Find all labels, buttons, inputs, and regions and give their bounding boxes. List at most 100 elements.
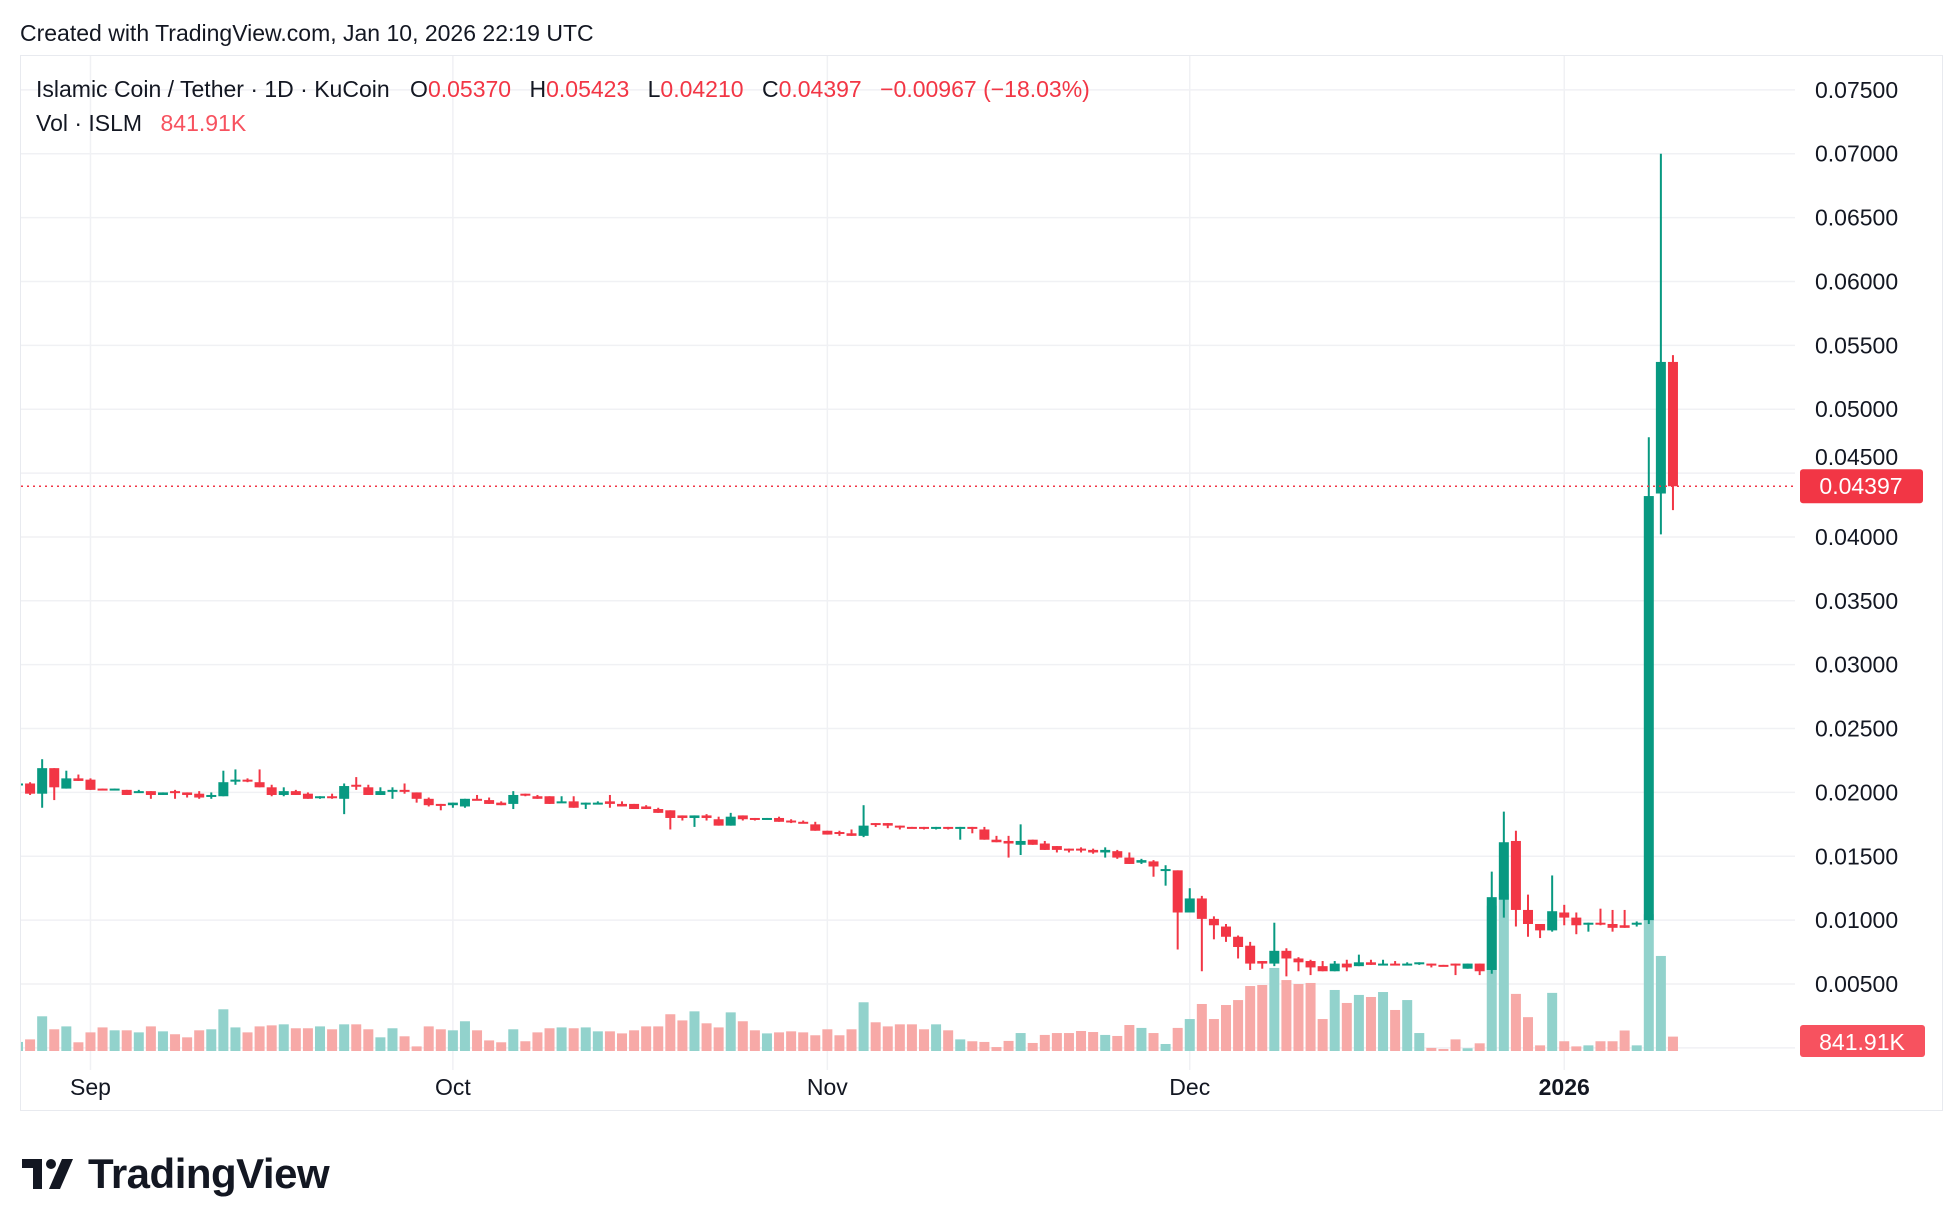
volume-bar: [991, 1047, 1002, 1051]
candle: [1535, 923, 1546, 939]
candle-body: [206, 794, 217, 797]
volume-bar: [1619, 1030, 1630, 1051]
candle: [725, 812, 736, 826]
candle: [1160, 865, 1171, 886]
candle: [351, 777, 362, 790]
candle-body: [1221, 926, 1231, 937]
candlesticks: [21, 153, 1678, 977]
candle-body: [1583, 922, 1594, 925]
created-with-caption: Created with TradingView.com, Jan 10, 20…: [20, 20, 594, 46]
candle-body: [423, 798, 434, 806]
candle: [713, 816, 724, 826]
candle: [37, 759, 48, 808]
volume-bar: [1547, 992, 1558, 1051]
candle-body: [97, 788, 108, 791]
tradingview-logo[interactable]: TradingView: [22, 1150, 330, 1198]
tradingview-logo-text: TradingView: [88, 1150, 330, 1197]
price-axis[interactable]: 0.00500 0.01000 0.01500 0.02000 0.02500 0.030…: [1815, 77, 1898, 997]
time-tick-label: Oct: [435, 1074, 471, 1100]
volume-bar: [375, 1037, 386, 1051]
candle: [568, 796, 579, 808]
candle-body: [49, 768, 60, 788]
candle-body: [1547, 911, 1558, 931]
volume-bar: [1583, 1045, 1594, 1051]
candle: [1148, 860, 1159, 877]
chart-frame: [20, 55, 1943, 1111]
candle-body: [157, 792, 168, 795]
candle: [641, 805, 652, 810]
candle: [73, 774, 84, 781]
candle: [701, 814, 712, 821]
time-tick-label: 2026: [1539, 1074, 1590, 1100]
volume-bar: [919, 1029, 929, 1051]
candle: [520, 793, 531, 797]
candle-body: [21, 783, 23, 786]
candle-body: [1486, 897, 1497, 970]
volume-bar: [1486, 905, 1497, 1051]
candle-body: [1233, 936, 1244, 947]
volume-bar: [423, 1026, 434, 1051]
candle: [979, 826, 990, 840]
candle: [629, 803, 640, 810]
volume-bar: [1462, 1048, 1473, 1051]
candle: [967, 826, 978, 834]
candle-body: [894, 825, 905, 828]
volume-bar: [629, 1030, 640, 1051]
candle-body: [1112, 851, 1123, 858]
volume-bar: [1221, 1005, 1231, 1051]
volume-bar: [955, 1039, 966, 1051]
volume-bar: [761, 1033, 772, 1051]
volume-bar: [61, 1026, 72, 1051]
volume-bar: [73, 1042, 84, 1051]
candle-body: [520, 793, 531, 796]
candle-body: [1402, 963, 1413, 966]
candle: [931, 826, 942, 830]
volume-bar: [339, 1024, 350, 1051]
candle-body: [919, 826, 929, 829]
volume-bar: [774, 1032, 785, 1051]
candle-body: [1039, 843, 1050, 850]
candle-body: [1523, 909, 1533, 924]
candle: [894, 825, 905, 830]
candle-body: [1655, 361, 1666, 494]
candle: [955, 826, 966, 840]
volume-bar: [194, 1030, 205, 1051]
candle-body: [182, 792, 193, 795]
price-tick-label: 0.02000: [1815, 779, 1898, 805]
candle: [1112, 849, 1123, 859]
volume-bar: [484, 1040, 495, 1051]
candle: [1486, 871, 1497, 974]
last-price-value: 0.04397: [1819, 473, 1902, 499]
time-axis[interactable]: Sep Oct Nov Dec 2026: [70, 1074, 1590, 1100]
candle-body: [1353, 962, 1364, 967]
volume-bar: [1245, 986, 1256, 1051]
candle-body: [145, 791, 156, 795]
candle-body: [85, 779, 96, 790]
candle: [254, 769, 265, 788]
volume-bar: [1450, 1039, 1461, 1051]
candle: [459, 798, 470, 808]
candle: [580, 802, 591, 810]
volume-bar: [278, 1024, 289, 1051]
symbol-title[interactable]: Islamic Coin / Tether · 1D · KuCoin: [36, 76, 390, 102]
price-tick-label: 0.03500: [1815, 588, 1898, 614]
volume-bar: [979, 1041, 990, 1051]
volume-bar: [1269, 967, 1280, 1051]
volume-label[interactable]: Vol · ISLM: [36, 110, 143, 136]
close-value: 0.04397: [778, 76, 862, 102]
candle-body: [725, 816, 736, 826]
low-label: L: [647, 76, 661, 102]
volume-bar: [1329, 989, 1340, 1051]
volume-bar: [786, 1031, 797, 1051]
volume-bar: [1233, 1000, 1244, 1051]
last-volume-label: 841.91K: [1800, 1025, 1925, 1057]
candle-body: [375, 791, 386, 795]
candle-body: [1088, 849, 1099, 853]
volume-bar: [1474, 1043, 1485, 1051]
candle-body: [484, 800, 495, 804]
candle-body: [1510, 840, 1521, 910]
volume-bar: [846, 1029, 857, 1051]
volume-bar: [387, 1028, 398, 1051]
candle: [484, 797, 495, 804]
